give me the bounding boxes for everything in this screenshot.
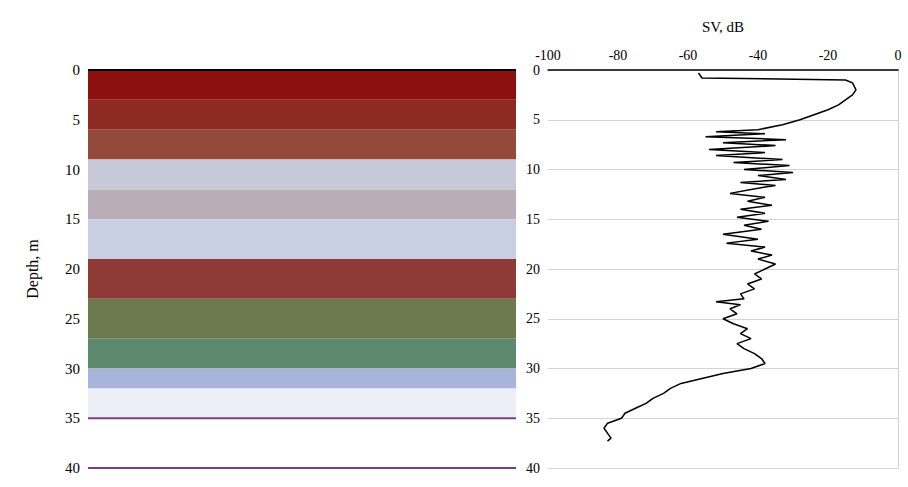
svg-text:40: 40 <box>526 461 540 476</box>
svg-text:-100: -100 <box>535 48 561 63</box>
svg-text:35: 35 <box>65 410 80 426</box>
svg-text:-60: -60 <box>679 48 698 63</box>
svg-text:15: 15 <box>65 211 80 227</box>
svg-text:10: 10 <box>526 162 540 177</box>
svg-text:20: 20 <box>526 262 540 277</box>
svg-text:-80: -80 <box>609 48 628 63</box>
svg-text:25: 25 <box>526 311 540 326</box>
svg-text:10: 10 <box>65 162 80 178</box>
svg-text:-20: -20 <box>819 48 838 63</box>
svg-text:25: 25 <box>65 311 80 327</box>
svg-text:0: 0 <box>895 48 902 63</box>
svg-text:5: 5 <box>73 112 81 128</box>
svg-text:0: 0 <box>533 63 540 78</box>
svg-text:35: 35 <box>526 411 540 426</box>
svg-text:SV, dB: SV, dB <box>702 19 744 35</box>
svg-text:15: 15 <box>526 212 540 227</box>
svg-text:40: 40 <box>65 460 80 476</box>
svg-text:-40: -40 <box>749 48 768 63</box>
svg-text:0: 0 <box>73 62 81 78</box>
svg-text:30: 30 <box>65 361 80 377</box>
svg-text:20: 20 <box>65 261 80 277</box>
svg-text:Depth, m: Depth, m <box>24 239 42 299</box>
svg-text:30: 30 <box>526 361 540 376</box>
svg-text:5: 5 <box>533 112 540 127</box>
